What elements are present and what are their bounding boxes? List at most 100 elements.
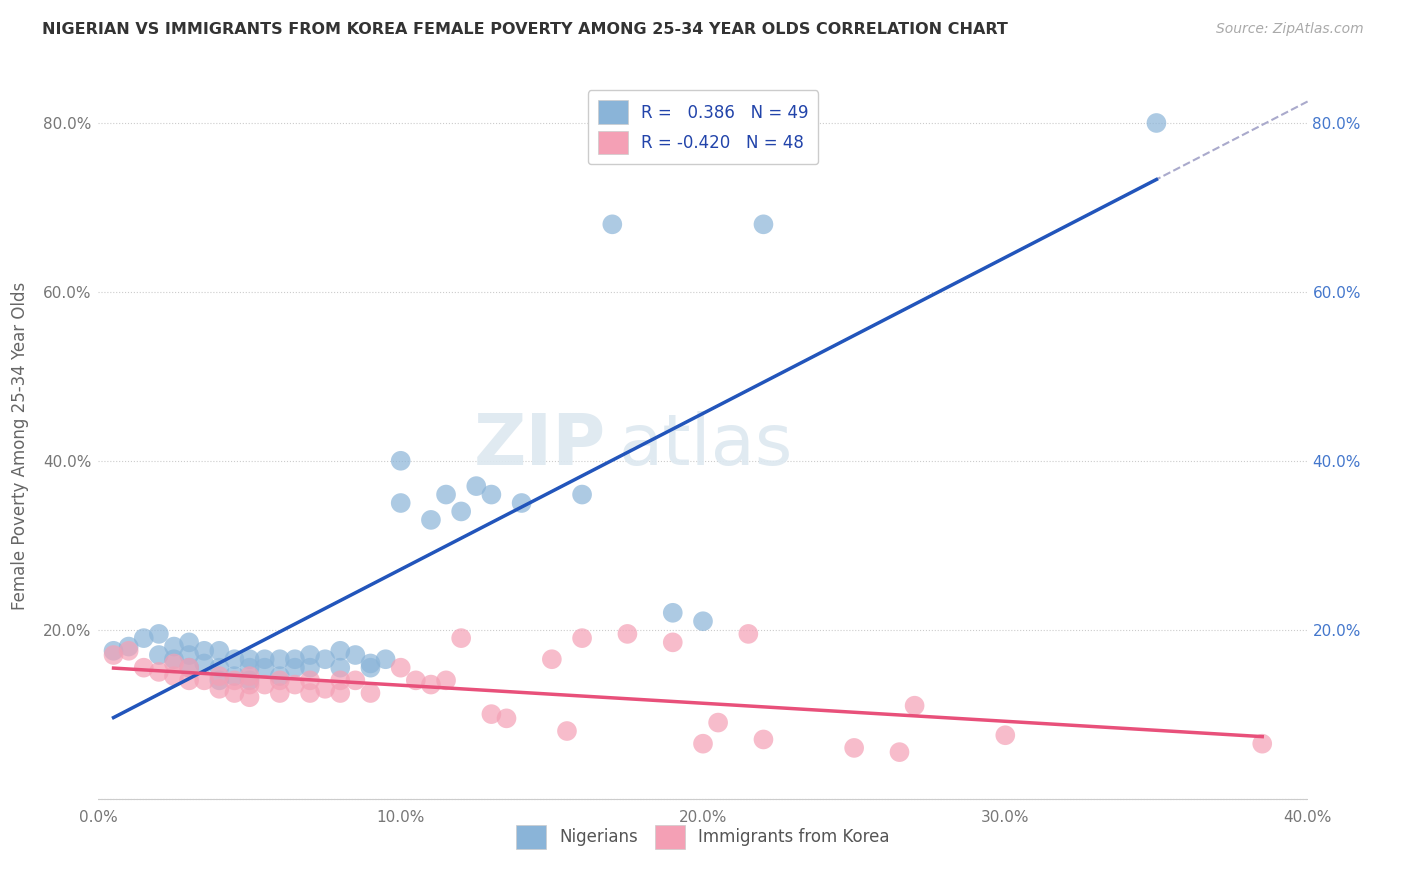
Point [844,740,866,755]
Point [193,657,215,671]
Point [239,690,262,705]
Point [420,677,443,691]
Point [103,648,125,662]
Point [616,627,638,641]
Point [661,635,683,649]
Point [103,644,125,658]
Point [465,479,488,493]
Point [179,661,201,675]
Point [299,661,322,675]
Point [661,606,683,620]
Point [495,711,517,725]
Point [904,698,927,713]
Point [571,631,593,645]
Point [239,673,262,688]
Point [179,635,201,649]
Text: ZIP: ZIP [474,411,606,481]
Point [389,496,412,510]
Point [179,673,201,688]
Point [284,652,307,666]
Point [208,681,231,696]
Text: NIGERIAN VS IMMIGRANTS FROM KOREA FEMALE POVERTY AMONG 25-34 YEAR OLDS CORRELATI: NIGERIAN VS IMMIGRANTS FROM KOREA FEMALE… [42,22,1008,37]
Point [555,724,578,739]
Point [118,644,141,658]
Point [193,673,215,688]
Point [314,652,336,666]
Point [132,631,155,645]
Point [434,673,457,688]
Point [284,677,307,691]
Point [148,665,170,679]
Point [602,217,624,231]
Point [208,669,231,683]
Point [360,657,382,671]
Point [239,677,262,691]
Point [389,661,412,675]
Point [510,496,533,510]
Point [434,487,457,501]
Point [163,657,186,671]
Point [752,732,775,747]
Point [163,669,186,683]
Text: atlas: atlas [619,411,793,481]
Point [450,631,472,645]
Point [224,673,246,688]
Point [329,644,352,658]
Point [420,513,443,527]
Point [179,648,201,662]
Point [329,661,352,675]
Point [707,715,730,730]
Point [299,648,322,662]
Y-axis label: Female Poverty Among 25-34 Year Olds: Female Poverty Among 25-34 Year Olds [11,282,30,610]
Point [148,627,170,641]
Point [389,454,412,468]
Point [737,627,759,641]
Point [239,661,262,675]
Point [994,728,1017,742]
Point [481,707,503,722]
Point [224,669,246,683]
Point [571,487,593,501]
Point [360,661,382,675]
Point [344,648,367,662]
Point [405,673,427,688]
Text: Source: ZipAtlas.com: Source: ZipAtlas.com [1216,22,1364,37]
Point [239,669,262,683]
Point [239,652,262,666]
Point [208,644,231,658]
Point [284,661,307,675]
Point [374,652,396,666]
Point [118,640,141,654]
Point [224,652,246,666]
Point [224,686,246,700]
Point [193,644,215,658]
Point [208,673,231,688]
Point [450,504,472,518]
Point [329,686,352,700]
Point [540,652,562,666]
Point [481,487,503,501]
Point [148,648,170,662]
Point [253,661,276,675]
Legend: Nigerians, Immigrants from Korea: Nigerians, Immigrants from Korea [506,815,900,859]
Point [299,673,322,688]
Point [179,661,201,675]
Point [889,745,911,759]
Point [163,652,186,666]
Point [269,686,291,700]
Point [253,652,276,666]
Point [269,673,291,688]
Point [692,737,714,751]
Point [1251,737,1274,751]
Point [329,673,352,688]
Point [269,652,291,666]
Point [1144,116,1167,130]
Point [208,661,231,675]
Point [269,669,291,683]
Point [752,217,775,231]
Point [299,686,322,700]
Point [360,686,382,700]
Point [253,677,276,691]
Point [344,673,367,688]
Point [692,614,714,628]
